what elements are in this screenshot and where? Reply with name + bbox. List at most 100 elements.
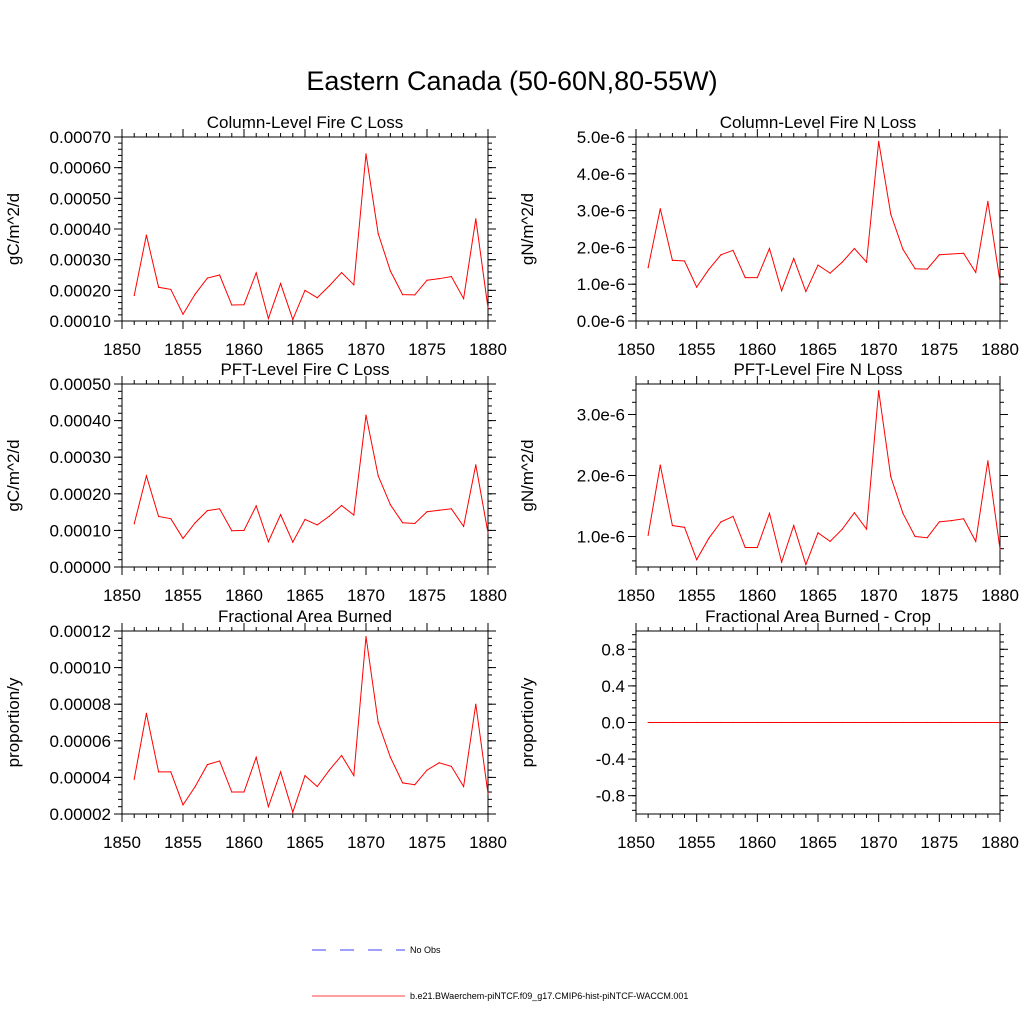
data-point [865, 721, 868, 724]
panel-title: Fractional Area Burned [218, 607, 392, 626]
data-point [817, 264, 819, 266]
x-tick-label: 1855 [164, 340, 202, 359]
y-tick-label: -0.4 [596, 750, 625, 769]
y-tick-label: 0.00040 [50, 412, 111, 431]
data-point [219, 760, 221, 762]
x-tick-label: 1870 [860, 833, 898, 852]
x-tick-label: 1850 [617, 340, 655, 359]
data-point [878, 390, 880, 392]
series-line-1 [133, 153, 489, 321]
x-tick-label: 1875 [408, 586, 446, 605]
data-point [926, 537, 928, 539]
data-point [768, 721, 771, 724]
data-point [914, 721, 916, 724]
x-tick-label: 1850 [617, 586, 655, 605]
x-tick-label: 1855 [678, 833, 716, 852]
panel-1: Column-Level Fire C Loss gC/m^2/d 1850 1855… [4, 113, 507, 359]
y-tick-label: 2.0e-6 [577, 238, 625, 257]
data-point [671, 721, 674, 724]
panels: Column-Level Fire C Loss gC/m^2/d 1850 1855… [4, 113, 1019, 852]
y-tick-label: 0.8 [601, 640, 625, 659]
data-point [914, 268, 916, 270]
data-point [487, 793, 489, 795]
x-tick-label: 1860 [738, 340, 776, 359]
data-point [878, 140, 880, 143]
data-point [683, 260, 686, 262]
data-point [647, 534, 649, 536]
y-tick-label: 0.00020 [50, 485, 111, 504]
legend-model-label: b.e21.BWaerchem-piNTCF.f09_g17.CMIP6-his… [410, 991, 688, 1001]
data-point [255, 272, 257, 274]
plot-frame [121, 630, 489, 815]
y-tick-label: 0.00002 [50, 805, 111, 824]
data-point [206, 510, 208, 512]
data-point [194, 522, 196, 524]
x-tick-label: 1880 [469, 833, 507, 852]
x-tick-label: 1880 [981, 340, 1019, 359]
y-tick-label: 0.00030 [50, 251, 111, 270]
y-tick-label: 0.00008 [50, 695, 111, 714]
data-point [793, 721, 795, 724]
x-tick-label: 1870 [347, 586, 385, 605]
series-line-1 [647, 390, 1001, 567]
data-point [206, 763, 208, 766]
y-tick-label: 0.00050 [50, 375, 111, 394]
x-tick-label: 1850 [103, 340, 141, 359]
data-point [853, 721, 856, 724]
data-point [720, 521, 722, 523]
data-point [926, 721, 928, 724]
plot-frame [121, 383, 489, 568]
data-point [781, 721, 783, 724]
data-point [426, 511, 428, 513]
data-point [963, 721, 965, 724]
x-tick-label: 1880 [981, 833, 1019, 852]
y-tick-label: 0.00030 [50, 448, 111, 467]
data-point [170, 771, 172, 773]
data-point [829, 540, 831, 542]
data-point [999, 548, 1001, 550]
data-point [950, 520, 953, 522]
data-point [975, 540, 977, 542]
y-tick-label: 0.00070 [50, 128, 111, 147]
x-tick-label: 1875 [408, 833, 446, 852]
y-tick-label: 5.0e-6 [577, 128, 625, 147]
data-point [170, 518, 172, 520]
data-point [389, 504, 391, 506]
data-point [768, 247, 771, 250]
data-point [938, 521, 940, 523]
x-tick-label: 1870 [860, 586, 898, 605]
data-point [708, 537, 710, 539]
data-point [659, 464, 661, 466]
data-point [426, 279, 428, 281]
data-point [292, 318, 294, 321]
x-tick-label: 1875 [920, 340, 958, 359]
x-tick-label: 1860 [738, 586, 776, 605]
y-tick-label: 0.00020 [50, 281, 111, 300]
y-tick-label: 1.0e-6 [577, 275, 625, 294]
y-tick-label: 0.0e-6 [577, 312, 625, 331]
data-point [914, 535, 916, 538]
x-tick-label: 1860 [225, 340, 263, 359]
data-point [781, 561, 783, 563]
data-point [292, 811, 294, 813]
data-point [865, 261, 868, 263]
x-tick-label: 1865 [799, 340, 837, 359]
data-point [316, 297, 318, 299]
data-point [231, 791, 233, 793]
data-point [475, 703, 477, 705]
y-tick-label: 0.0 [601, 714, 625, 733]
data-point [133, 294, 135, 297]
x-tick-label: 1870 [860, 340, 898, 359]
data-point [304, 774, 306, 777]
data-point [426, 769, 428, 771]
x-tick-label: 1880 [469, 586, 507, 605]
plot-frame [121, 136, 489, 322]
data-point [720, 254, 722, 256]
data-point [304, 518, 306, 521]
data-point [243, 304, 245, 306]
panel-title: PFT-Level Fire N Loss [733, 360, 902, 379]
data-point [975, 721, 977, 724]
data-point [683, 721, 686, 724]
data-point [987, 200, 989, 202]
